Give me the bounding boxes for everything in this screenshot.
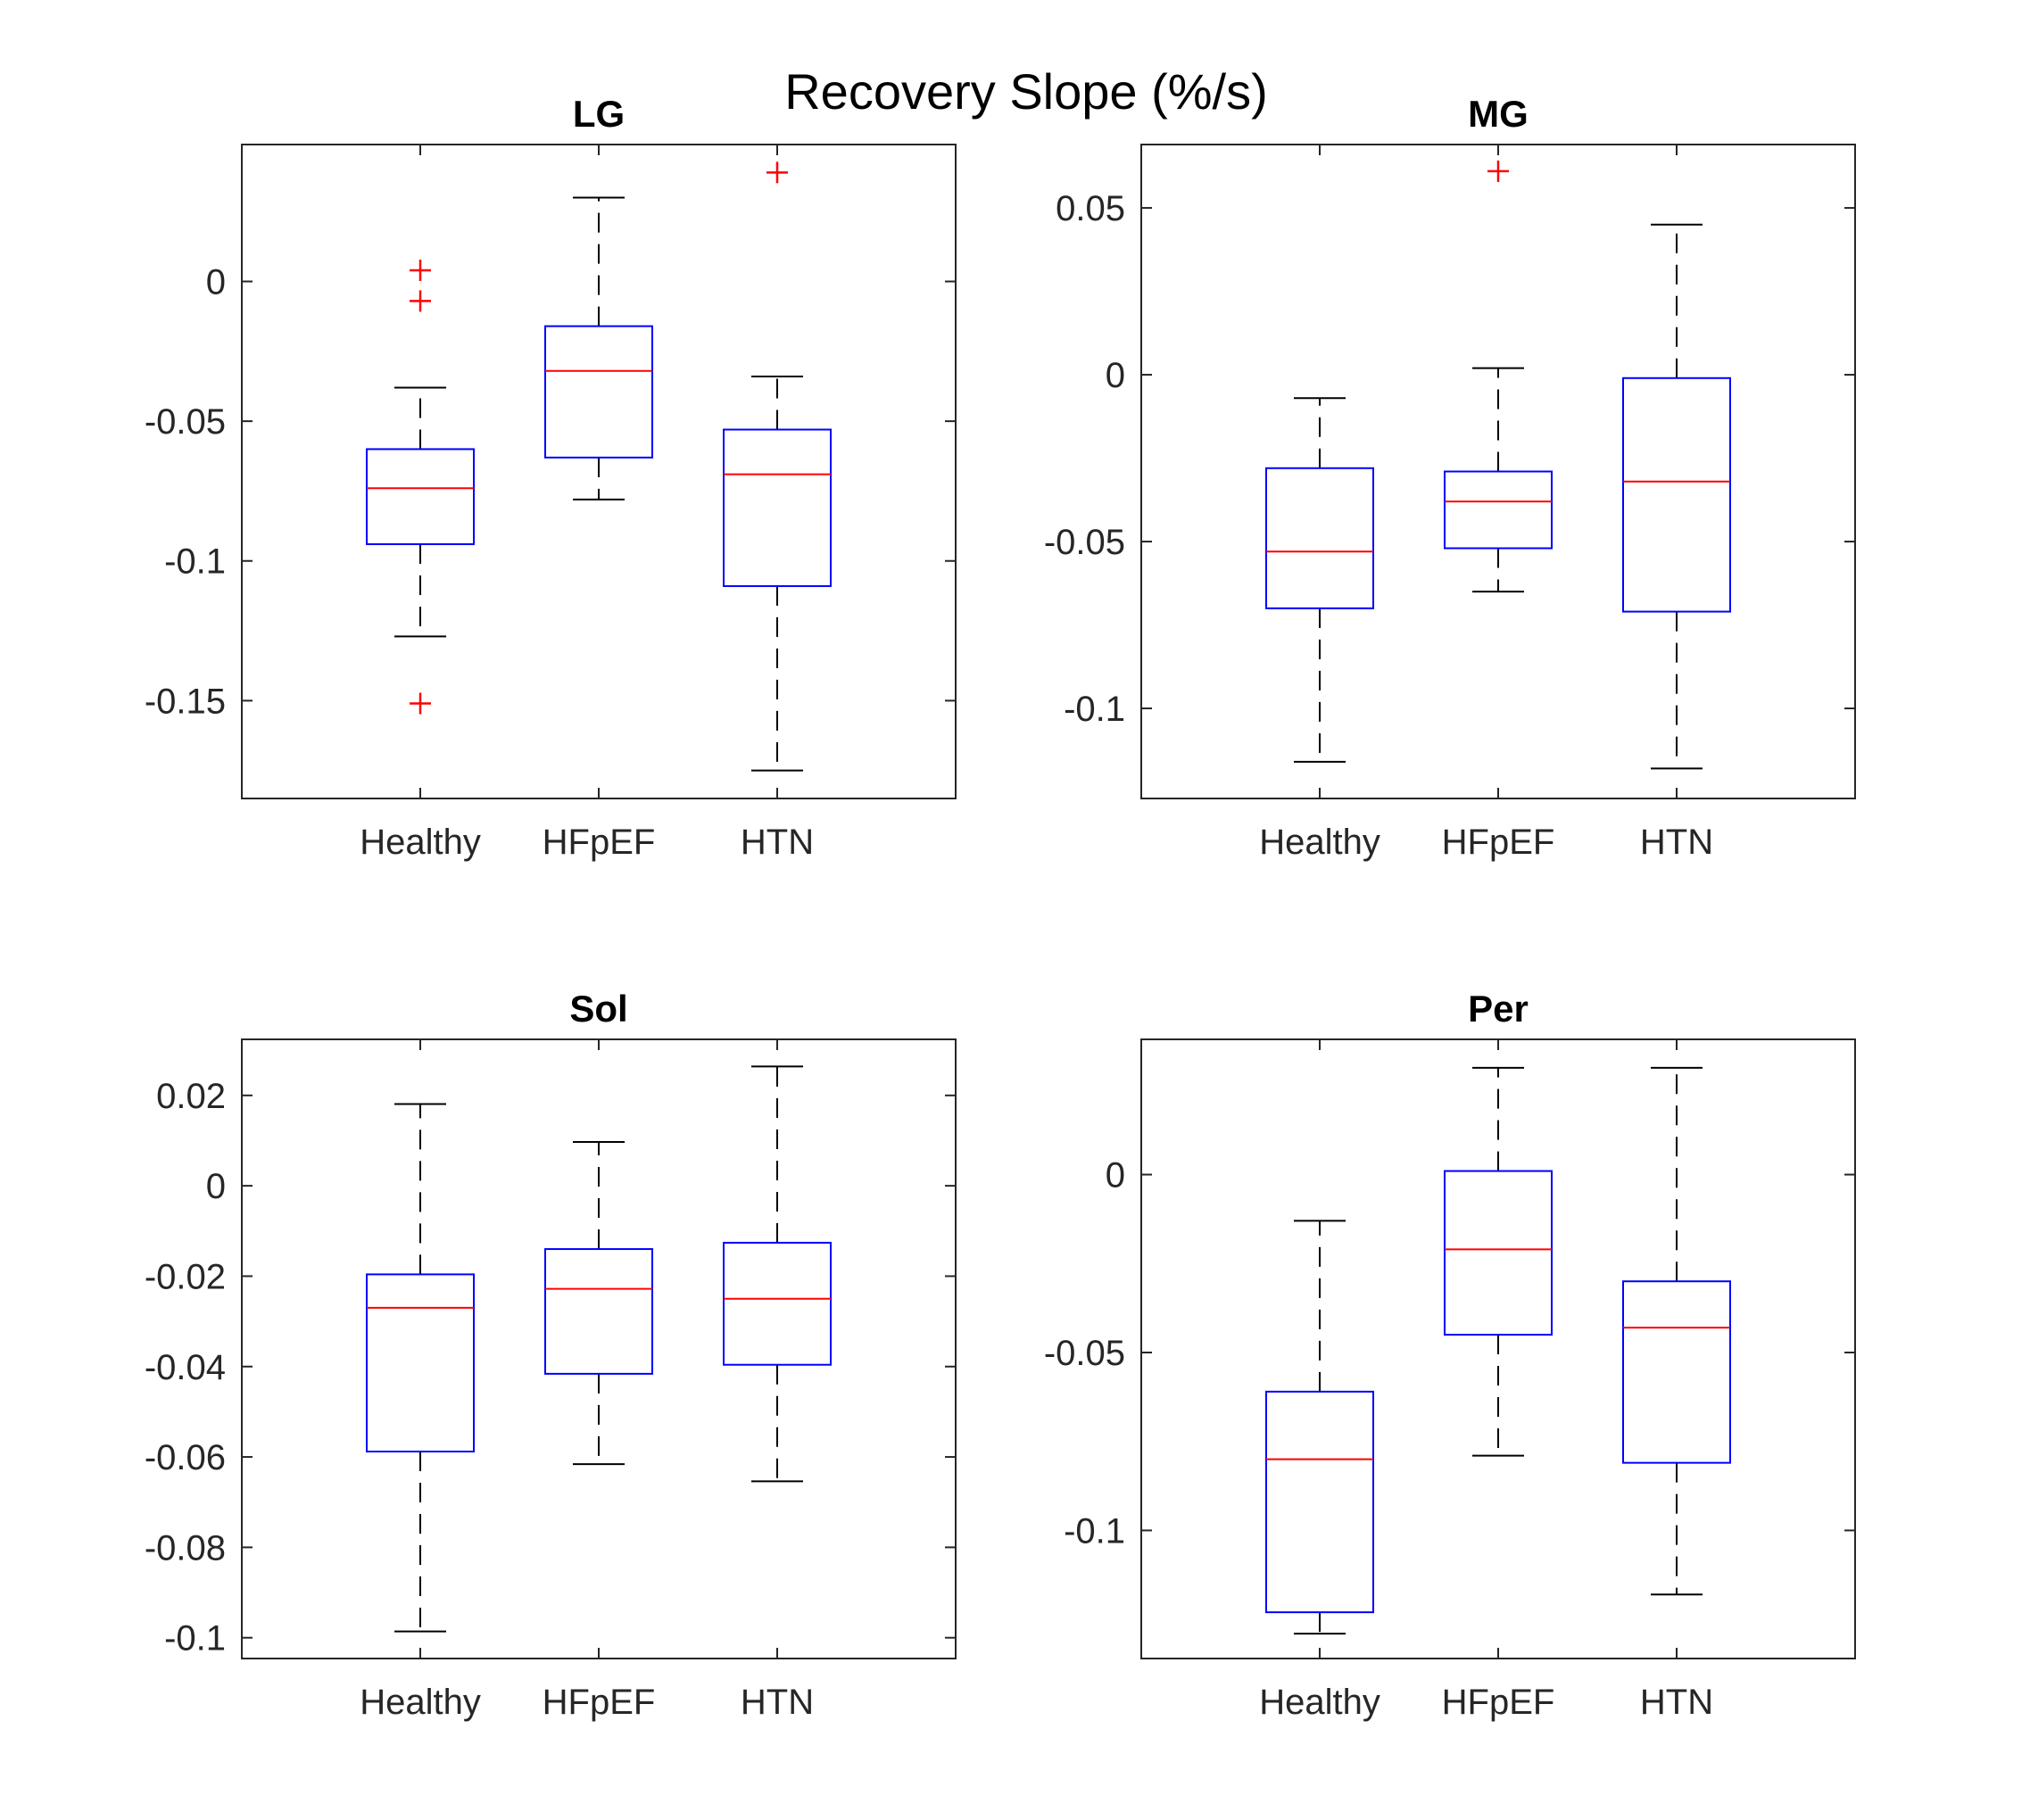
box-group-per-healthy [1265,1220,1374,1635]
iqr-box [723,1241,832,1366]
box-group-lg-htn [723,161,832,772]
iqr-box [366,1273,475,1452]
ytick-label: -0.15 [145,682,226,721]
figure-title: Recovery Slope (%/s) [784,63,1268,120]
panel-per: Per -0.1 -0.05 0 Healthy HFpEF HTN [1044,988,1856,1722]
ytick-label: 0.02 [156,1077,226,1116]
ytick-label: 0.05 [1056,189,1125,228]
iqr-box [1265,467,1374,609]
xtick-label-htn: HTN [1640,823,1713,862]
xtick-label-healthy: Healthy [1259,1683,1380,1722]
ytick-label: 0 [1106,356,1125,395]
iqr-box [1265,1390,1374,1614]
panel-lg: LG -0.15 -0.1 -0.05 0 Healthy HFpEF HTN [145,93,957,862]
box-group-mg-htn [1622,223,1731,770]
outlier-marker [410,290,431,312]
ytick-label: -0.1 [164,542,226,582]
xtick-label-htn: HTN [741,1683,814,1722]
ytick-label: -0.1 [1064,690,1125,729]
xtick-label-htn: HTN [741,823,814,862]
iqr-box [544,325,653,459]
xtick-label-htn: HTN [1640,1683,1713,1722]
iqr-box [366,448,475,545]
xtick-label-hfpef: HFpEF [543,823,656,862]
xtick-label-healthy: Healthy [360,1683,481,1722]
outlier-marker [410,259,431,281]
panel-sol: Sol -0.1 -0.08 -0.06 -0.04 -0.02 0 0.02 Healthy H… [145,988,957,1722]
ytick-label: -0.06 [145,1438,226,1477]
ytick-label: -0.05 [1044,523,1125,562]
ytick-label: 0 [206,1167,226,1206]
xtick-label-hfpef: HFpEF [1442,823,1555,862]
outlier-marker [766,161,788,184]
box-group-sol-healthy [366,1103,475,1633]
box-group-lg-healthy [366,259,475,715]
iqr-box [1444,470,1553,550]
ytick-label: -0.02 [145,1257,226,1296]
axes-frame-sol [241,1038,957,1659]
ytick-label: -0.08 [145,1528,226,1568]
box-group-per-htn [1622,1066,1731,1596]
panel-mg: MG -0.1 -0.05 0 0.05 Healthy HFpEF HTN [1044,93,1856,862]
xtick-label-healthy: Healthy [360,823,481,862]
panel-title-per: Per [1468,988,1529,1030]
ytick-label: 0 [1106,1156,1125,1195]
box-group-mg-hfpef [1444,160,1553,593]
xtick-label-hfpef: HFpEF [1442,1683,1555,1722]
box-group-per-hfpef [1444,1066,1553,1457]
iqr-box [1622,376,1731,613]
ytick-label: -0.05 [145,402,226,442]
iqr-box [544,1248,653,1375]
outlier-marker [1487,160,1509,182]
panel-title-lg: LG [573,93,625,135]
box-group-sol-htn [723,1065,832,1483]
ytick-label: 0 [206,262,226,302]
ytick-label: -0.1 [1064,1511,1125,1551]
box-group-lg-hfpef [544,196,653,500]
xtick-label-healthy: Healthy [1259,823,1380,862]
xtick-label-hfpef: HFpEF [543,1683,656,1722]
iqr-box [1444,1170,1553,1336]
iqr-box [1622,1280,1731,1464]
ytick-label: -0.1 [164,1619,226,1659]
panel-title-mg: MG [1468,93,1529,135]
box-group-sol-hfpef [544,1140,653,1466]
ytick-label: -0.05 [1044,1334,1125,1373]
panels: LG -0.15 -0.1 -0.05 0 Healthy HFpEF HTN MG -0.1 -0… [145,93,1856,1722]
ytick-label: -0.04 [145,1348,226,1387]
outlier-marker [410,692,431,715]
iqr-box [723,428,832,587]
box-group-mg-healthy [1265,397,1374,763]
panel-title-sol: Sol [569,988,627,1030]
